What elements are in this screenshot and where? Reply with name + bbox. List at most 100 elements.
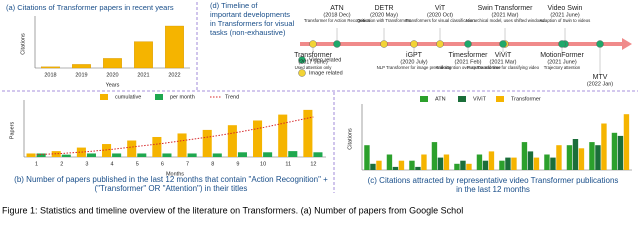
event-name: Transformer <box>294 52 333 59</box>
x-tick-label: 12 <box>310 161 316 167</box>
bar <box>212 153 222 157</box>
event-note: Trajectory attention <box>544 65 581 70</box>
x-tick-label: 8 <box>211 161 214 167</box>
bar <box>454 163 460 170</box>
bar <box>162 153 172 157</box>
event-name: MTV <box>593 74 608 81</box>
event-note: NLP Transformer for image pre-training <box>377 65 452 70</box>
event-dot <box>333 40 341 48</box>
event-note: Transformers for visual classification <box>405 18 475 23</box>
event-dot <box>464 40 472 48</box>
event-name: Swin Transformer <box>478 5 534 12</box>
event-note: Transformer for Action Recognition <box>304 18 371 23</box>
event-note: Used attention only <box>295 65 333 70</box>
bar <box>511 157 517 170</box>
event-date: (2017 June) <box>298 59 328 65</box>
bar <box>437 157 444 170</box>
legend-swatch <box>155 94 163 100</box>
x-tick-label: 2 <box>60 161 63 167</box>
bar <box>370 163 376 170</box>
bar <box>443 154 450 170</box>
trend-line <box>36 116 314 156</box>
chart-caption: (b) Number of papers published in the la… <box>14 175 328 184</box>
bar <box>137 153 147 157</box>
bar <box>253 120 263 157</box>
bar <box>263 152 273 157</box>
event-date: (2021 June) <box>550 12 580 18</box>
bar <box>288 151 298 157</box>
x-axis-label: Months <box>166 171 184 177</box>
event-name: ViT <box>435 5 446 12</box>
x-tick-label: 2021 <box>137 72 149 78</box>
x-tick-label: 4 <box>111 161 114 167</box>
event-date: (2021 June) <box>547 59 577 65</box>
bar <box>127 140 137 157</box>
bar <box>103 58 122 69</box>
bar <box>466 163 472 170</box>
x-tick-label: 2022 <box>168 72 180 78</box>
bar <box>36 153 46 157</box>
y-axis-label: Citations <box>20 33 26 55</box>
legend-label: Trend <box>225 94 239 100</box>
chart-title: (a) Citations of Transformer papers in r… <box>6 3 174 12</box>
legend-label: Image related <box>309 70 343 76</box>
bar <box>278 114 288 157</box>
event-name: iGPT <box>406 52 423 59</box>
event-date: (2021 Mar) <box>492 12 519 18</box>
bar <box>533 157 540 170</box>
bar <box>202 129 212 157</box>
bar <box>76 147 86 157</box>
bar <box>488 151 495 170</box>
event-name: Timesformer <box>448 52 488 59</box>
bar <box>237 152 247 157</box>
x-tick-label: 7 <box>186 161 189 167</box>
bar <box>415 166 421 170</box>
bar <box>623 114 630 170</box>
legend-label: per month <box>170 94 195 100</box>
bar <box>421 154 427 170</box>
event-dot <box>380 40 388 48</box>
event-dot <box>410 40 418 48</box>
bar <box>617 135 624 170</box>
x-tick-label: 6 <box>161 161 164 167</box>
chart-caption: (c) Citations attracted by representativ… <box>368 176 619 185</box>
legend-dot <box>298 69 306 77</box>
event-note: Self-attention over space and time <box>435 65 501 70</box>
bar <box>601 123 607 170</box>
bar <box>566 145 573 170</box>
bar <box>313 152 323 157</box>
x-tick-label: 5 <box>136 161 139 167</box>
x-tick-label: 2019 <box>75 72 87 78</box>
bar <box>595 145 601 170</box>
timeline-title: important developments <box>210 10 290 19</box>
bar <box>578 148 585 170</box>
bar <box>187 153 197 157</box>
bar <box>482 160 489 170</box>
event-date: (2021 Feb) <box>455 59 482 65</box>
bar <box>303 109 313 157</box>
bar <box>527 151 534 170</box>
legend-swatch <box>496 96 504 102</box>
bar <box>460 160 466 170</box>
event-note: Detection with Transformers <box>357 18 411 23</box>
bar <box>86 153 96 157</box>
event-name: MotionFormer <box>540 52 584 59</box>
event-date: (2022 Jan) <box>587 81 613 87</box>
bar <box>556 145 562 170</box>
event-date: (2020 July) <box>400 59 427 65</box>
bar <box>376 160 382 170</box>
x-tick-label: 11 <box>285 161 291 167</box>
bar <box>177 133 187 157</box>
figure-caption: Figure 1: Statistics and timeline overvi… <box>2 205 463 215</box>
bar <box>41 66 60 69</box>
x-tick-label: 1 <box>35 161 38 167</box>
event-note: Hierarchical model, uses shifted windows <box>466 18 545 23</box>
chart-caption: ("Transformer" OR "Attention") in their … <box>95 184 248 193</box>
x-tick-label: 2020 <box>106 72 118 78</box>
x-axis-label: Years <box>106 82 120 88</box>
x-tick-label: 3 <box>85 161 88 167</box>
figure: Figure 1: Statistics and timeline overvi… <box>2 1 638 215</box>
legend-label: Video related <box>309 57 341 63</box>
y-axis-label: Citations <box>347 128 353 150</box>
bar <box>611 132 618 170</box>
